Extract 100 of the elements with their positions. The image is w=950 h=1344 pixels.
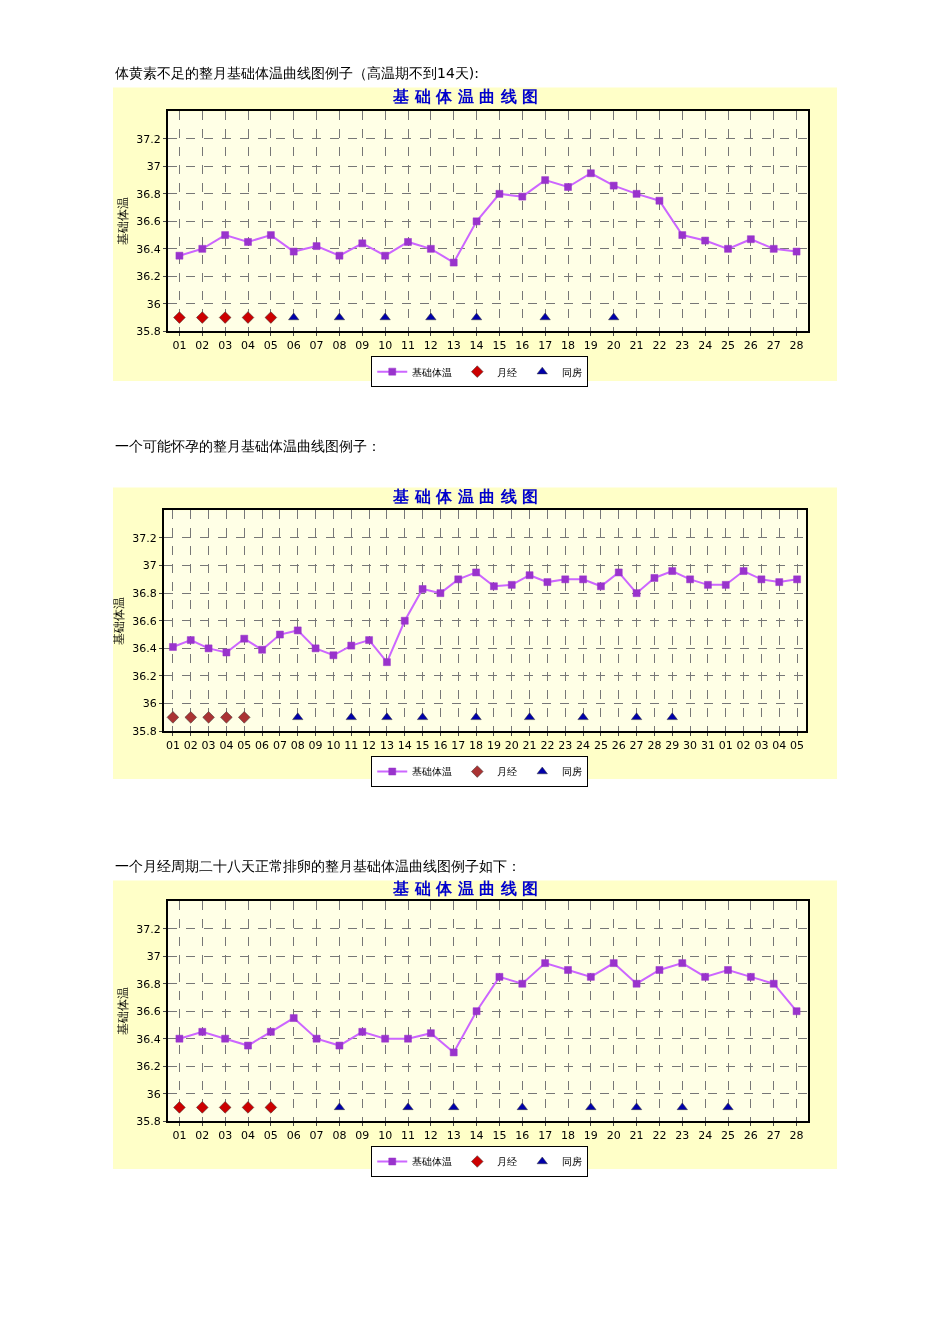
x-tick-label: 18 [561,1129,575,1143]
point [608,312,620,321]
x-tick-label: 07 [309,1129,324,1143]
x-tick-label: 24 [576,739,591,753]
x-tick-label: 27 [766,1129,781,1143]
x-tick-label: 26 [743,1129,758,1143]
point [196,311,209,324]
point [202,711,215,724]
x-tick-label: 12 [423,1129,438,1143]
y-tick-label: 36.4 [132,642,157,656]
x-tick-label: 09 [355,1129,370,1143]
point [219,1101,232,1114]
x-tick-label: 10 [326,739,341,753]
y-tick-label: 35.8 [136,325,161,339]
x-tick-label: 08 [332,1129,347,1143]
x-tick-label: 01 [172,339,187,353]
point [333,312,345,321]
x-tick-label: 20 [606,339,621,353]
x-tick-label: 10 [378,1129,393,1143]
point [219,311,232,324]
x-tick-label: 08 [290,739,305,753]
x-tick-label: 17 [538,339,553,353]
point [264,1101,277,1114]
x-tick-label: 17 [538,1129,553,1143]
legend-label: 基础体温 [412,1156,453,1168]
x-tick-label: 24 [698,1129,713,1143]
x-tick-label: 22 [652,1129,667,1143]
x-tick-label: 31 [700,739,715,753]
point [539,312,551,321]
x-tick-label: 04 [241,1129,255,1143]
x-tick-label: 15 [415,739,430,753]
x-tick-label: 18 [469,739,484,753]
x-tick-label: 27 [766,339,781,353]
x-tick-label: 02 [183,739,198,753]
x-tick-label: 01 [172,1129,187,1143]
x-tick-label: 16 [515,1129,530,1143]
x-tick-label: 13 [446,1129,461,1143]
x-tick-label: 22 [652,339,667,353]
x-tick-label: 07 [272,739,287,753]
y-tick-label: 36.6 [136,1005,161,1019]
x-tick-label: 27 [629,739,644,753]
x-tick-label: 03 [201,739,216,753]
x-tick-label: 23 [675,1129,690,1143]
y-tick-label: 36.2 [136,270,161,284]
y-tick-label: 37.2 [136,922,161,936]
y-tick-label: 37.2 [136,132,161,146]
legend-label: 同房 [562,1156,583,1168]
point [173,1101,186,1114]
point [471,312,483,321]
y-tick-label: 36.2 [136,1060,161,1074]
x-tick-label: 26 [611,739,626,753]
legend-label: 月经 [497,1156,518,1168]
x-tick-label: 21 [629,1129,644,1143]
y-tick-label: 37.2 [132,531,157,545]
legend-label: 基础体温 [412,366,453,378]
x-tick-label: 01 [718,739,733,753]
point [196,1101,209,1114]
x-tick-label: 19 [486,739,501,753]
x-tick-label: 17 [451,739,466,753]
x-tick-label: 29 [665,739,680,753]
x-tick-label: 03 [218,339,233,353]
text: 一个可能怀孕的整月基础体温曲线图例子： [115,438,381,454]
y-tick-label: 37 [146,160,161,174]
x-tick-label: 10 [378,339,393,353]
point [220,711,233,724]
x-tick-label: 19 [583,339,598,353]
legend-label: 月经 [497,766,518,778]
x-tick-label: 22 [540,739,555,753]
x-tick-label: 25 [721,339,735,353]
y-tick-label: 36 [146,1087,161,1101]
x-tick-label: 06 [286,339,301,353]
x-tick-label: 30 [683,739,698,753]
x-tick-label: 24 [698,339,713,353]
x-tick-label: 05 [790,739,805,753]
chart-title: 基 础 体 温 曲 线 图 [392,87,539,106]
x-tick-label: 11 [401,339,415,353]
y-tick-label: 36.8 [132,587,157,600]
x-tick-label: 06 [255,739,270,753]
x-tick-label: 02 [736,739,751,753]
x-tick-label: 13 [446,339,461,353]
x-tick-label: 02 [195,339,210,353]
x-tick-label: 11 [344,739,359,753]
x-tick-label: 05 [263,1129,278,1143]
y-axis-title: 基础体温 [116,987,131,1036]
point [184,711,197,724]
y-tick-label: 36.2 [132,669,157,683]
x-tick-label: 18 [561,339,575,353]
point [288,312,300,321]
x-tick-label: 15 [492,339,507,353]
x-tick-label: 21 [629,339,644,353]
x-tick-label: 21 [522,739,537,753]
x-tick-label: 03 [754,739,769,753]
point [166,711,180,724]
y-tick-label: 35.8 [136,1114,161,1128]
point [173,311,186,324]
point [264,311,277,324]
text: 一个月经周期二十八天正常排卵的整月基础体温曲线图例子如下： [115,858,521,874]
x-tick-label: 04 [219,739,234,753]
x-tick-label: 03 [218,1129,233,1143]
x-tick-label: 05 [237,739,252,753]
